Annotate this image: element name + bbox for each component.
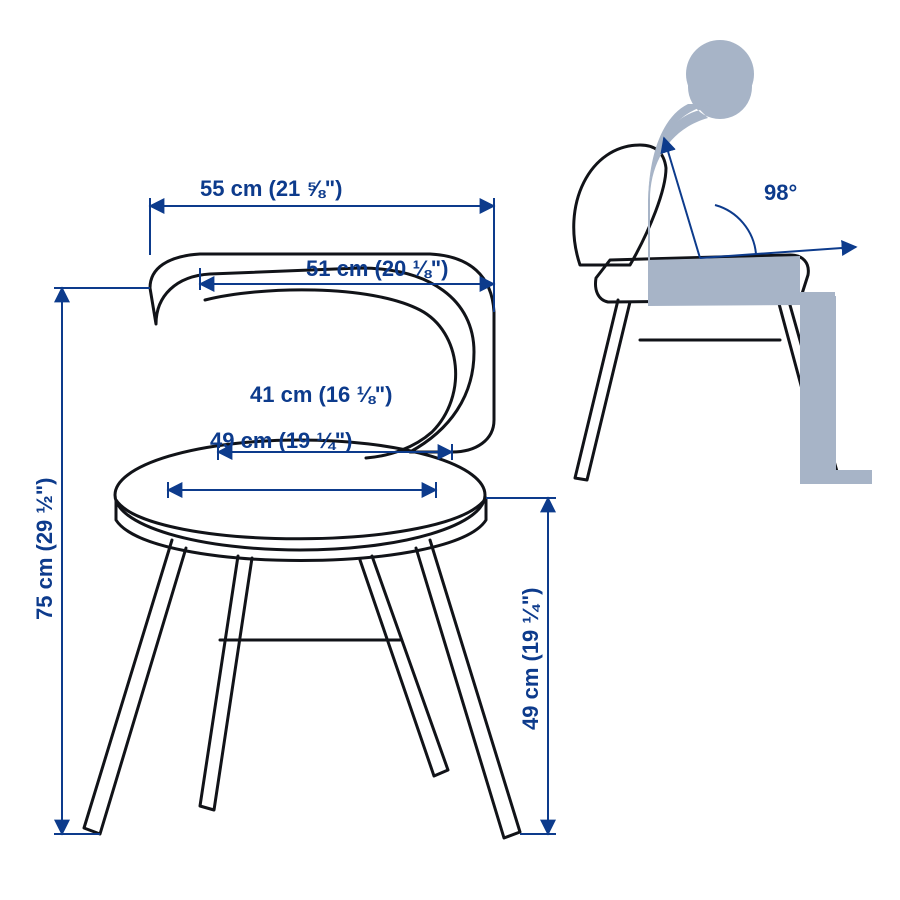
angle-dimension: 98° bbox=[664, 138, 856, 258]
side-view: 98° bbox=[574, 40, 872, 484]
total-height-label: 75 cm (29 ½") bbox=[32, 477, 57, 620]
seat-height-label: 49 cm (19 ¼") bbox=[518, 587, 543, 730]
front-view bbox=[84, 254, 520, 838]
backrest-width-label: 51 cm (20 ⅛") bbox=[306, 256, 449, 281]
seat-width-label: 49 cm (19 ¼") bbox=[210, 428, 353, 453]
dim-total-height: 75 cm (29 ½") bbox=[32, 288, 150, 834]
dim-backrest-width: 51 cm (20 ⅛") bbox=[200, 256, 494, 312]
dim-seat-height: 49 cm (19 ¼") bbox=[486, 498, 556, 834]
person-silhouette bbox=[648, 40, 872, 484]
dim-seat-width: 49 cm (19 ¼") bbox=[168, 428, 436, 498]
side-chair-outline bbox=[574, 145, 838, 480]
overall-width-label: 55 cm (21 ⅝") bbox=[200, 176, 343, 201]
angle-label: 98° bbox=[764, 180, 797, 205]
chair-dimension-diagram: 98° 55 cm (21 ⅝") 5 bbox=[0, 0, 900, 900]
seat-inner-label: 41 cm (16 ⅛") bbox=[250, 382, 393, 407]
